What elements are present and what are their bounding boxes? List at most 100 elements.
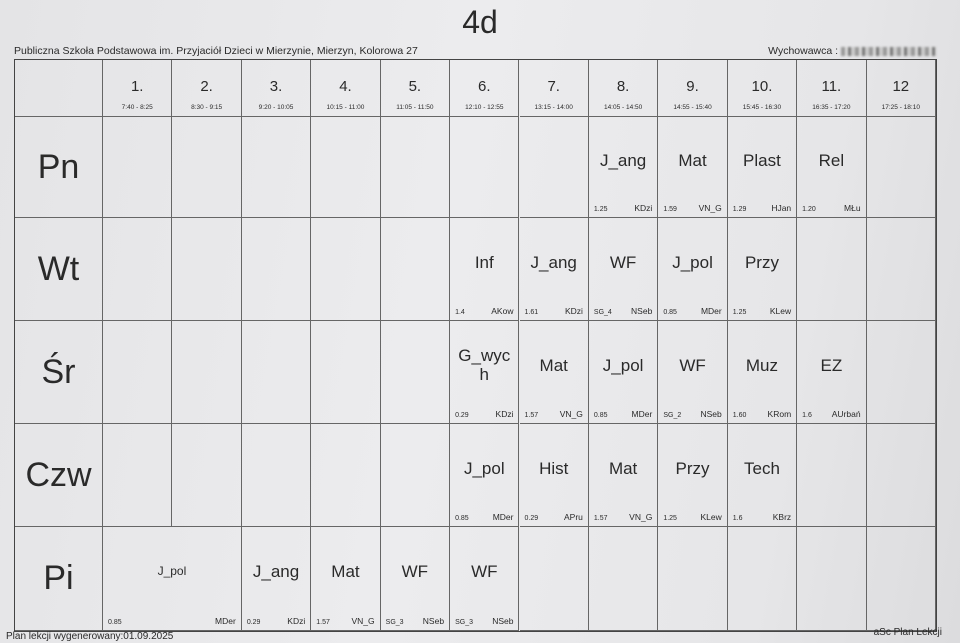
period-time: 15:45 - 16:30: [742, 104, 782, 111]
period-number: 2.: [200, 78, 213, 95]
lesson-teacher: KDzi: [634, 203, 653, 213]
lesson-cell: J_pol 0.85 MDer: [450, 424, 520, 527]
lesson-room: 1.4: [455, 309, 465, 316]
corner-cell: [15, 60, 103, 117]
lesson-room: 1.25: [732, 309, 747, 316]
lesson-subject: J_pol: [463, 458, 505, 478]
lesson-cell: WF SG_3 NSeb: [380, 527, 451, 631]
lesson-subject: Przy: [744, 252, 779, 272]
lesson-subject: J_pol: [157, 564, 187, 578]
lesson-teacher: NSeb: [492, 616, 514, 626]
lesson-room: 0.29: [246, 619, 261, 626]
lesson-cell: Przy 1.25 KLew: [658, 424, 728, 527]
empty-slot: [311, 218, 381, 321]
period-header: 9. 14:55 - 15:40: [658, 60, 728, 117]
lesson-subject: Inf: [474, 252, 494, 272]
software-credit: aSc Plan Lekcji: [873, 627, 942, 638]
lesson-teacher: KDzi: [495, 409, 514, 419]
lesson-cell: Mat 1.57 VN_G: [519, 321, 589, 424]
lesson-teacher: AKow: [491, 306, 514, 316]
lesson-teacher: KDzi: [287, 616, 306, 626]
lesson-teacher: KLew: [700, 512, 722, 522]
period-number: 7.: [547, 78, 560, 95]
day-label: Wt: [15, 218, 103, 321]
lesson-room: 0.85: [593, 412, 608, 419]
empty-slot: [797, 424, 867, 527]
lesson-teacher: VN_G: [698, 203, 722, 213]
empty-slot: [241, 218, 312, 321]
lesson-cell: EZ 1.6 AUrbań: [797, 321, 867, 424]
lesson-room: 1.29: [732, 206, 747, 213]
period-header: 5. 11:05 - 11:50: [380, 60, 451, 117]
lesson-cell: Plast 1.29 HJan: [727, 117, 798, 218]
period-header: 12 17:25 - 18:10: [866, 60, 936, 117]
empty-slot: [311, 321, 381, 424]
lesson-room: 0.85: [108, 619, 122, 626]
lesson-cell: Inf 1.4 AKow: [450, 218, 520, 321]
period-time: 10:15 - 11:00: [326, 104, 365, 111]
day-label: Pi: [15, 527, 103, 631]
period-number: 1.: [130, 78, 144, 95]
class-title: 4d: [462, 4, 498, 40]
lesson-cell: Hist 0.29 APru: [519, 424, 589, 527]
empty-slot: [658, 527, 728, 631]
tutor-label: Wychowawca :: [768, 45, 839, 57]
lesson-teacher: NSeb: [700, 409, 722, 419]
lesson-subject: Mat: [539, 355, 568, 375]
period-number: 11.: [821, 78, 842, 95]
empty-slot: [172, 424, 242, 527]
lesson-room: 0.85: [455, 515, 469, 522]
lesson-subject: WF: [401, 562, 429, 581]
lesson-room: 1.25: [593, 206, 608, 213]
period-number: 4.: [339, 78, 352, 95]
empty-slot: [797, 527, 867, 631]
period-number: 3.: [269, 78, 283, 95]
lesson-cell: Mat 1.59 VN_G: [658, 117, 728, 218]
period-number: 5.: [408, 78, 422, 95]
lesson-cell: J_ang 0.29 KDzi: [241, 527, 312, 631]
empty-slot: [241, 424, 312, 527]
lesson-subject: Muz: [745, 355, 779, 375]
lesson-subject: J_pol: [602, 355, 644, 375]
lesson-teacher: MDer: [492, 512, 514, 522]
lesson-room: 1.61: [524, 309, 539, 316]
lesson-teacher: NSeb: [631, 306, 653, 316]
empty-slot: [588, 527, 659, 631]
lesson-teacher: KRom: [767, 409, 792, 419]
lesson-subject: Hist: [539, 458, 569, 478]
generated-date: Plan lekcji wygenerowany:01.09.2025: [6, 631, 174, 642]
period-header: 11. 16:35 - 17:20: [797, 60, 867, 117]
lesson-room: SG_3: [385, 619, 404, 626]
lesson-cell: J_ang 1.25 KDzi: [588, 117, 659, 218]
empty-slot: [797, 218, 867, 321]
tutor: Wychowawca :: [768, 45, 936, 57]
day-label: Śr: [15, 321, 103, 424]
empty-slot: [103, 117, 173, 218]
empty-slot: [866, 218, 936, 321]
lesson-cell: WF SG_4 NSeb: [588, 218, 659, 321]
period-header: 4. 10:15 - 11:00: [311, 60, 381, 117]
empty-slot: [311, 117, 381, 218]
day-label: Czw: [15, 424, 103, 527]
lesson-subject: Tech: [743, 458, 780, 478]
lesson-subject: Plast: [743, 150, 781, 170]
period-time: 11:05 - 11:50: [396, 104, 434, 111]
lesson-room: SG_4: [593, 309, 612, 316]
lesson-cell: Tech 1.6 KBrz: [727, 424, 798, 527]
period-time: 8:30 - 9:15: [191, 104, 223, 111]
lesson-teacher: KBrz: [772, 512, 792, 522]
lesson-cell: J_pol 0.85 MDer: [658, 218, 728, 321]
lesson-cell: WF SG_3 NSeb: [450, 527, 520, 631]
lesson-cell: G_wych 0.29 KDzi: [450, 321, 520, 424]
lesson-teacher: AUrbań: [831, 409, 861, 419]
lesson-subject: J_ang: [599, 150, 647, 170]
lesson-cell: J_pol 0.85 MDer: [103, 527, 242, 631]
empty-slot: [866, 117, 936, 218]
lesson-subject: WF: [471, 562, 498, 581]
lesson-subject: Przy: [675, 458, 710, 478]
lesson-subject: J_ang: [530, 252, 577, 272]
lesson-teacher: APru: [564, 512, 583, 522]
lesson-subject: WF: [609, 252, 637, 272]
period-header: 7. 13:15 - 14:00: [519, 60, 589, 117]
lesson-subject: WF: [679, 355, 706, 375]
